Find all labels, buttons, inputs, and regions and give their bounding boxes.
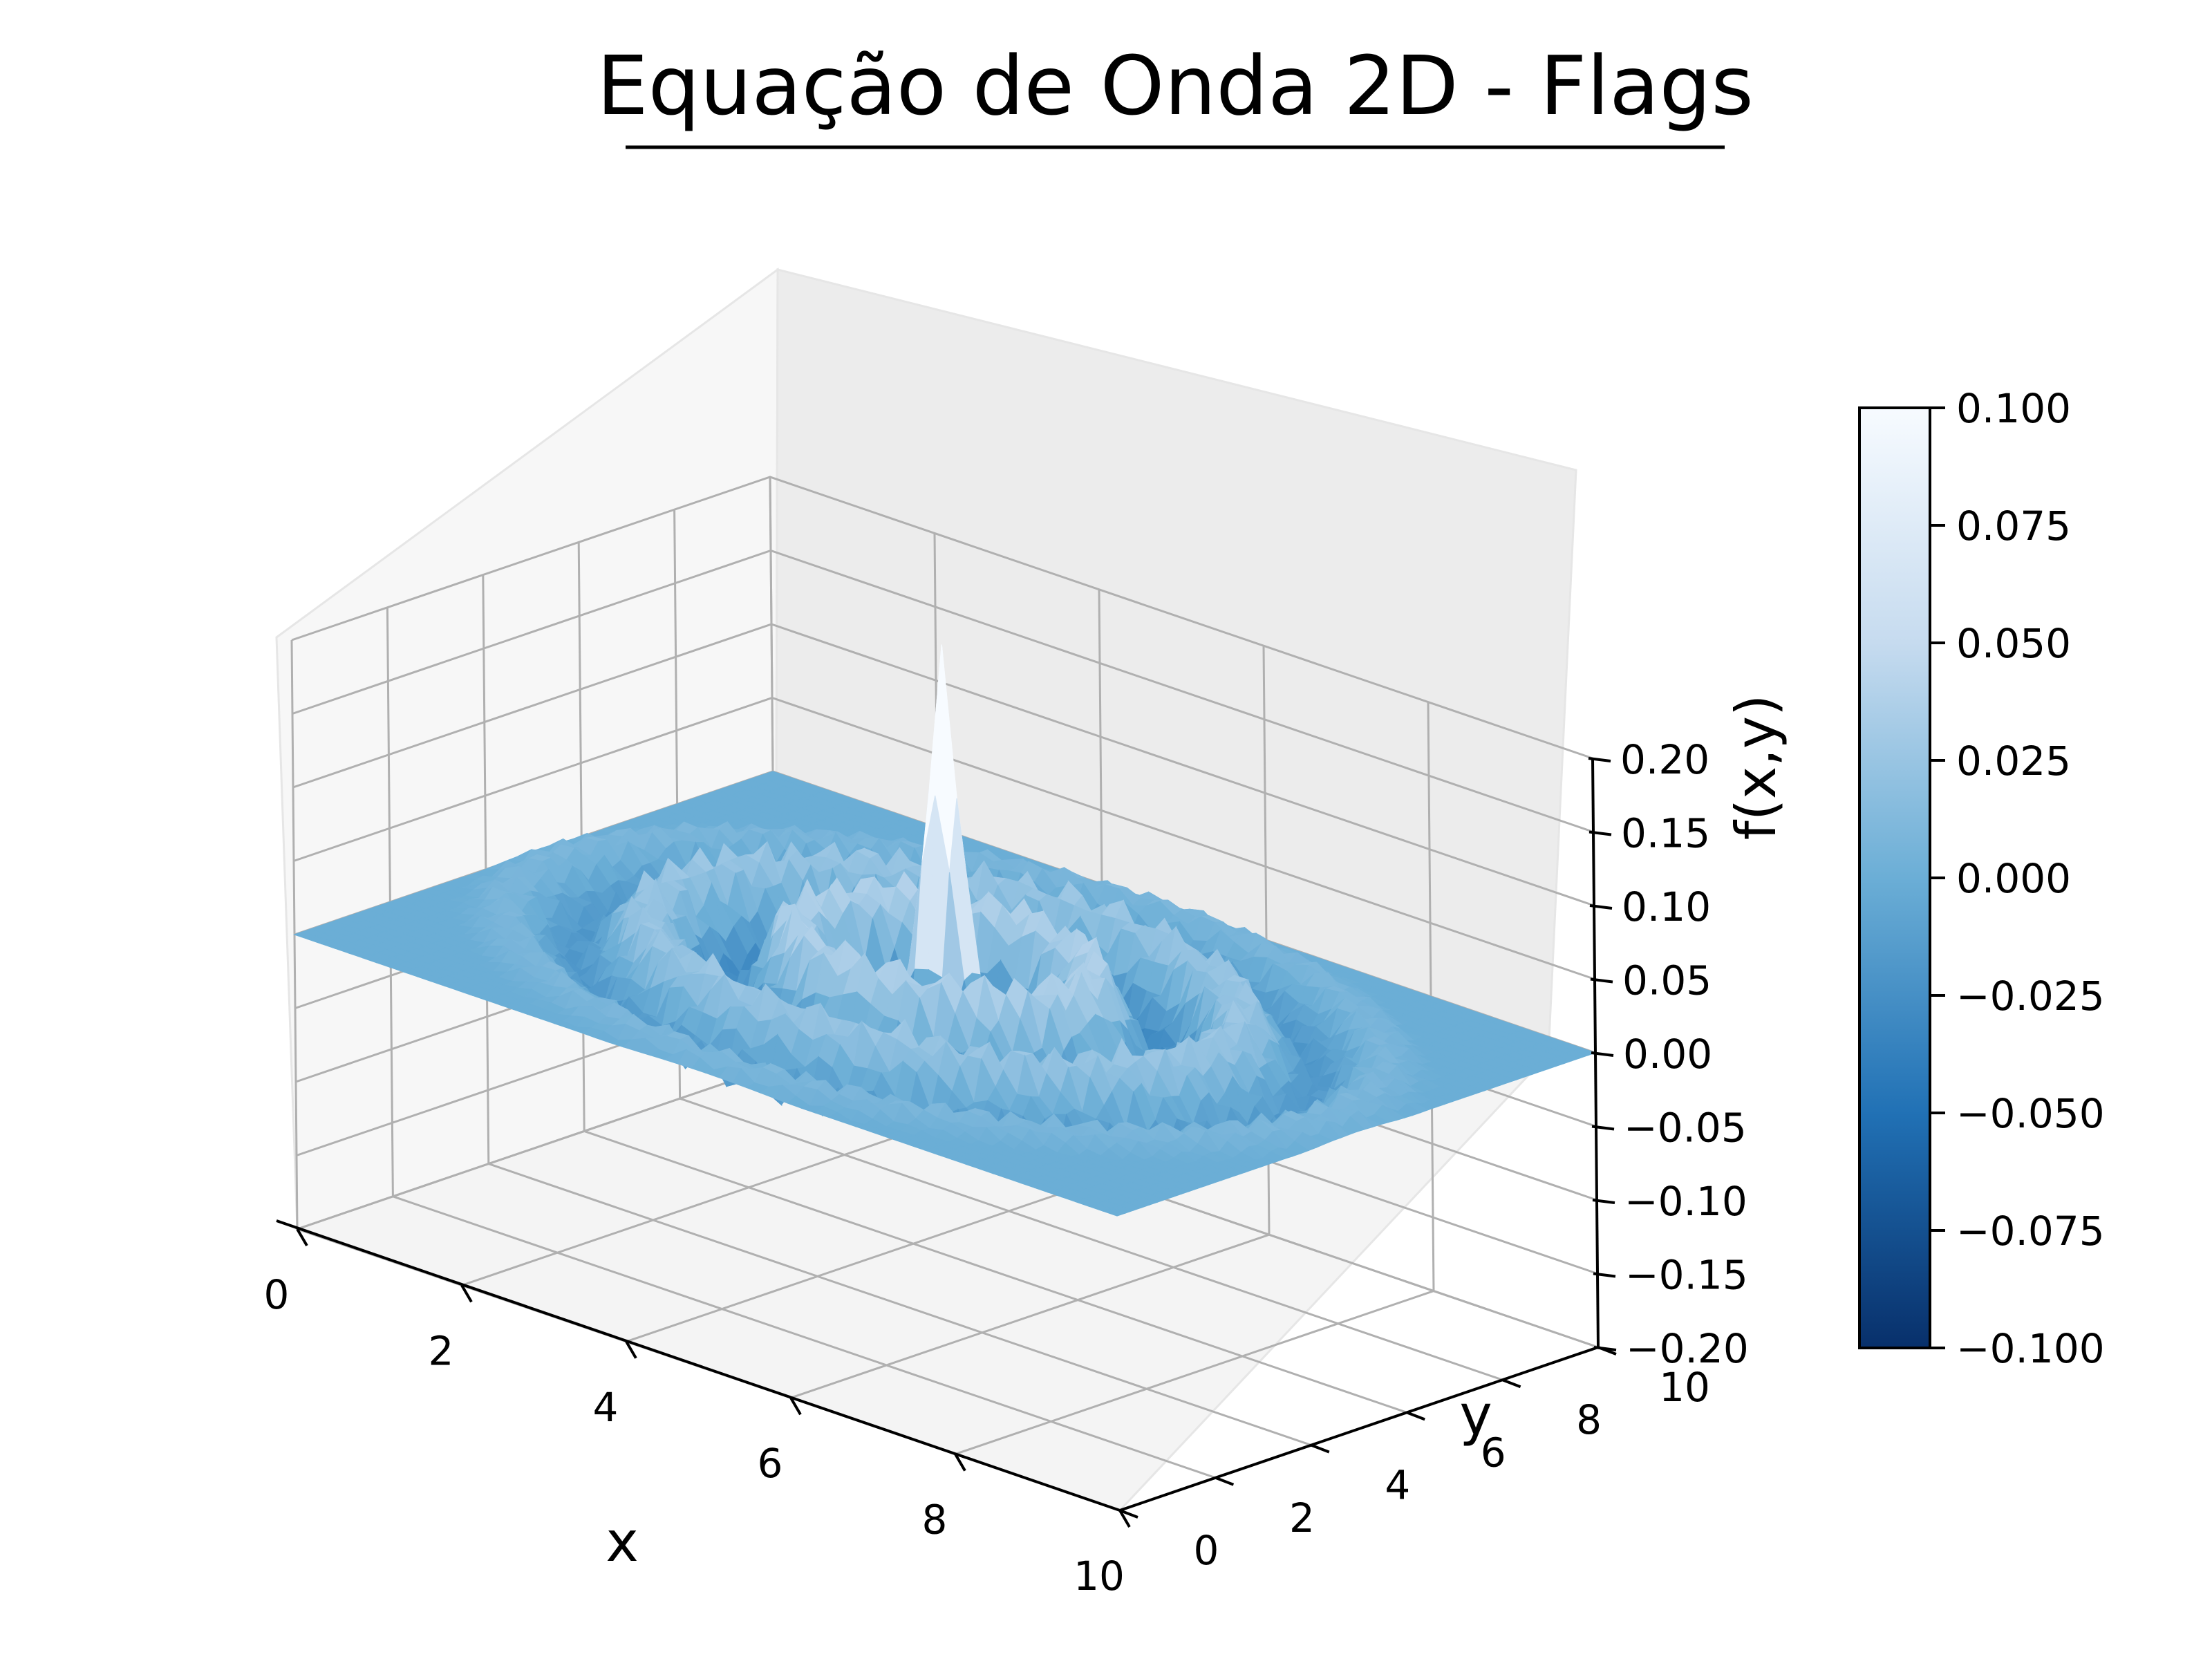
y-axis-line	[1119, 1346, 1599, 1512]
z-tick-label: −0.20	[1626, 1325, 1749, 1372]
y-tick-label: 6	[1481, 1429, 1506, 1476]
colorbar-tick-label: 0.100	[1956, 385, 2071, 432]
z-axis-label: f(x,y)	[1724, 695, 1788, 841]
colorbar-tick-label: −0.050	[1956, 1090, 2105, 1137]
y-tick	[1501, 1378, 1521, 1389]
x-axis-line	[276, 1219, 1121, 1512]
z-tick-label: −0.10	[1624, 1178, 1747, 1225]
floor-gridline	[392, 1195, 1216, 1479]
y-tick	[1311, 1443, 1330, 1454]
colorbar-tick-label: 0.050	[1956, 620, 2071, 667]
y-tick-label: 0	[1194, 1527, 1219, 1574]
chart-title: Equação de Onda 2D - Flags	[597, 38, 1754, 133]
floor-gridline	[626, 1177, 1105, 1343]
x-tick	[296, 1228, 308, 1247]
x-tick	[789, 1397, 802, 1416]
back-left-pane	[275, 268, 779, 1231]
z-tick-label: −0.05	[1624, 1105, 1747, 1152]
tick-labels: 02468100246810−0.20−0.15−0.10−0.050.000.…	[264, 736, 1749, 1600]
pane-gridline	[293, 696, 1595, 980]
colorbar-tick-label: 0.025	[1956, 738, 2071, 785]
z-tick-label: 0.10	[1622, 883, 1711, 930]
colorbar-tick-label: 0.075	[1956, 503, 2071, 550]
z-tick	[1591, 1125, 1615, 1131]
pane-gridline	[292, 549, 1594, 833]
z-tick	[1592, 1199, 1615, 1204]
x-tick-label: 8	[922, 1497, 948, 1544]
z-tick	[1589, 904, 1613, 910]
z-tick	[1593, 1346, 1617, 1351]
z-tick	[1590, 977, 1613, 984]
z-tick-label: 0.05	[1622, 957, 1712, 1004]
colorbar-tick-label: −0.100	[1956, 1325, 2105, 1372]
z-tick	[1588, 830, 1612, 836]
z-tick-label: 0.20	[1620, 736, 1709, 783]
z-tick	[1588, 757, 1611, 762]
z-tick	[1593, 1272, 1616, 1278]
y-tick-label: 10	[1659, 1364, 1710, 1411]
z-tick-label: −0.15	[1625, 1252, 1748, 1299]
x-tick-label: 4	[593, 1384, 619, 1431]
x-tick	[954, 1453, 966, 1472]
colorbar-ticks: −0.100 −0.075 −0.050 −0.025 0.000 0.025 0.050 0…	[1930, 385, 2105, 1372]
z-tick	[1591, 1051, 1614, 1057]
x-tick-label: 2	[429, 1327, 454, 1374]
floor-gridline	[461, 1121, 941, 1286]
y-tick	[1119, 1509, 1138, 1519]
pane-gridline	[292, 623, 1595, 907]
x-tick	[460, 1284, 473, 1303]
colorbar	[1858, 406, 1931, 1349]
x-tick-label: 0	[264, 1271, 290, 1318]
x-tick	[1118, 1509, 1131, 1528]
floor-gridline	[488, 1163, 1312, 1447]
floor-gridline	[790, 1233, 1270, 1399]
y-tick	[1406, 1411, 1425, 1421]
z-tick-label: 0.15	[1621, 810, 1710, 857]
x-tick-label: 6	[758, 1440, 783, 1487]
colorbar-tick-label: −0.075	[1956, 1208, 2105, 1255]
y-axis-label: y	[1459, 1383, 1492, 1447]
pane-gridline	[291, 476, 1593, 760]
y-tick-label: 4	[1385, 1462, 1410, 1509]
x-tick	[625, 1340, 637, 1359]
colorbar-tick-label: −0.025	[1956, 973, 2105, 1020]
y-tick	[1215, 1476, 1235, 1486]
floor-gridline	[583, 1130, 1407, 1414]
floor-gridline	[679, 1097, 1503, 1381]
y-tick-label: 8	[1576, 1396, 1602, 1443]
surface-patch	[1102, 1208, 1127, 1217]
x-axis-label: x	[606, 1510, 638, 1574]
wave-surface	[293, 644, 1597, 1217]
floor-gridline	[955, 1290, 1434, 1456]
z-tick-label: 0.00	[1623, 1031, 1712, 1078]
colorbar-tick-label: 0.000	[1956, 855, 2071, 902]
x-tick-label: 10	[1074, 1553, 1125, 1600]
y-tick-label: 2	[1289, 1494, 1315, 1541]
